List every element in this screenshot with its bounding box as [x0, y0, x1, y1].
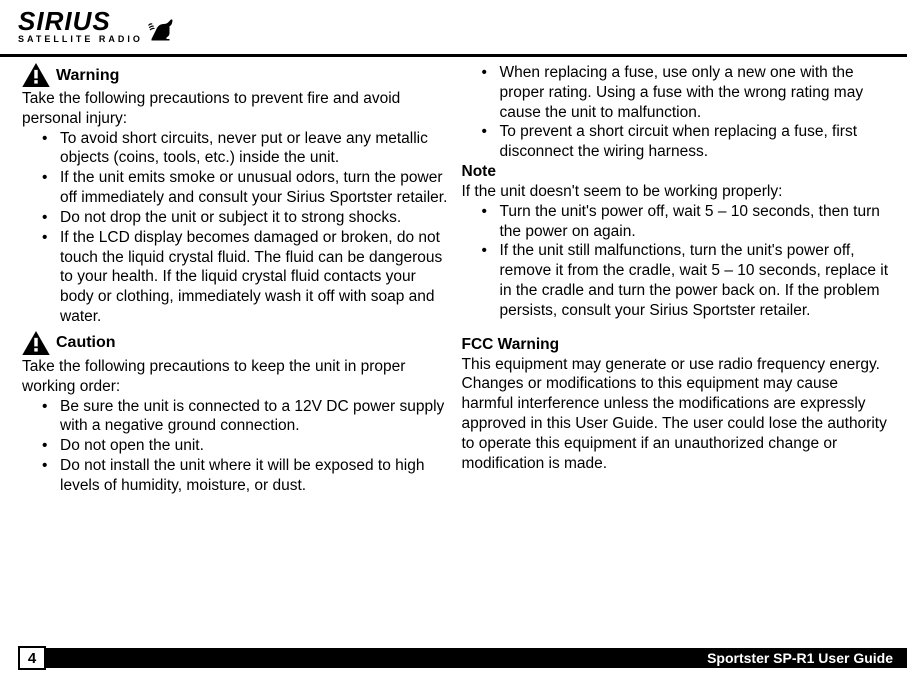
caution-header: Caution: [22, 331, 454, 355]
footer-bar: Sportster SP-R1 User Guide: [44, 648, 907, 668]
fcc-body: This equipment may generate or use radio…: [462, 355, 894, 474]
logo-sub: SATELLITE RADIO: [18, 35, 143, 44]
note-intro: If the unit doesn't seem to be working p…: [462, 182, 894, 202]
list-item: If the unit emits smoke or unusual odors…: [38, 168, 454, 208]
note-title: Note: [462, 162, 894, 182]
caution-list-left: Be sure the unit is connected to a 12V D…: [22, 397, 454, 496]
list-item: To avoid short circuits, never put or le…: [38, 129, 454, 169]
caution-title: Caution: [56, 333, 116, 354]
list-item: Be sure the unit is connected to a 12V D…: [38, 397, 454, 437]
caution-list-right: When replacing a fuse, use only a new on…: [462, 63, 894, 162]
warning-title: Warning: [56, 66, 119, 87]
list-item: If the LCD display becomes damaged or br…: [38, 228, 454, 327]
footer: 4 Sportster SP-R1 User Guide: [0, 645, 907, 671]
logo-main: SIRIUS: [18, 8, 143, 34]
list-item: If the unit still malfunctions, turn the…: [478, 241, 894, 320]
guide-name: Sportster SP-R1 User Guide: [707, 650, 893, 666]
list-item: Do not drop the unit or subject it to st…: [38, 208, 454, 228]
warning-list: To avoid short circuits, never put or le…: [22, 129, 454, 327]
page-number: 4: [18, 646, 46, 670]
right-column: When replacing a fuse, use only a new on…: [462, 63, 894, 496]
logo: SIRIUS SATELLITE RADIO: [18, 8, 889, 44]
list-item: To prevent a short circuit when replacin…: [478, 122, 894, 162]
content-area: Warning Take the following precautions t…: [0, 63, 907, 496]
note-list: Turn the unit's power off, wait 5 – 10 s…: [462, 202, 894, 321]
warning-header: Warning: [22, 63, 454, 87]
divider: [0, 54, 907, 57]
list-item: Do not open the unit.: [38, 436, 454, 456]
dog-icon: [147, 16, 177, 44]
fcc-title: FCC Warning: [462, 335, 894, 355]
warning-intro: Take the following precautions to preven…: [22, 89, 454, 129]
warning-icon: [22, 63, 50, 87]
left-column: Warning Take the following precautions t…: [22, 63, 454, 496]
header: SIRIUS SATELLITE RADIO: [0, 0, 907, 48]
caution-intro: Take the following precautions to keep t…: [22, 357, 454, 397]
list-item: When replacing a fuse, use only a new on…: [478, 63, 894, 122]
list-item: Do not install the unit where it will be…: [38, 456, 454, 496]
logo-text: SIRIUS SATELLITE RADIO: [18, 8, 143, 44]
caution-icon: [22, 331, 50, 355]
list-item: Turn the unit's power off, wait 5 – 10 s…: [478, 202, 894, 242]
